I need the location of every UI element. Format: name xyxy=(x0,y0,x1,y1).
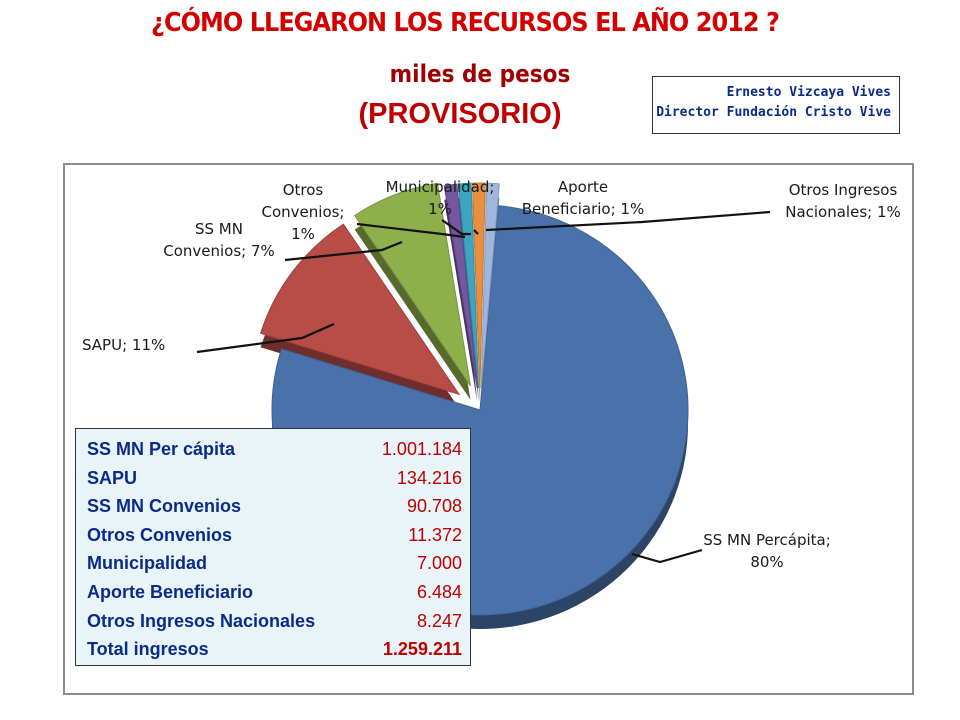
row-name: SS MN Convenios xyxy=(87,496,242,517)
slice-label: SS MN Convenios; 7% xyxy=(163,220,275,260)
leader-line xyxy=(441,219,471,236)
pie-slice xyxy=(480,182,500,389)
row-name: Otros Ingresos Nacionales xyxy=(87,610,316,631)
row-value: 8.247 xyxy=(416,610,462,631)
row-name: Municipalidad xyxy=(87,553,208,574)
units-subtitle: miles de pesos xyxy=(389,60,571,88)
slice-label-line: Otros xyxy=(283,181,324,199)
income-table: SS MN Per cápita 1.001.184 SAPU 134.216 SS M… xyxy=(75,428,471,666)
leader-line xyxy=(473,229,479,235)
slice-label-line: 1% xyxy=(428,200,452,218)
slice-label: SAPU; 11% xyxy=(82,336,165,354)
row-name: Otros Convenios xyxy=(87,524,233,545)
author-box: Ernesto Vizcaya Vives Director Fundación… xyxy=(652,76,900,134)
leader-line xyxy=(485,210,771,232)
row-value: 90.708 xyxy=(406,496,462,517)
pie-slice xyxy=(260,223,461,396)
provisional-label: (PROVISORIO) xyxy=(358,98,562,130)
row-value: 1.259.211 xyxy=(382,639,462,660)
row-name: Aporte Beneficiario xyxy=(87,581,254,602)
table-row: SS MN Per cápita 1.001.184 xyxy=(87,435,462,464)
row-value: 11.372 xyxy=(408,524,462,545)
slice-label: Otros Convenios; 1% xyxy=(262,181,345,243)
pie-slice-side xyxy=(444,198,478,403)
row-value: 7.000 xyxy=(416,553,462,574)
slice-label-line: 80% xyxy=(750,553,783,571)
row-name: SS MN Per cápita xyxy=(87,439,236,459)
slice-label-line: Otros Ingresos xyxy=(789,181,898,199)
table-row: Otros Ingresos Nacionales 8.247 xyxy=(87,607,462,636)
pie-slice xyxy=(471,182,486,389)
row-value: 1.001.184 xyxy=(381,439,462,459)
slice-label-line: Convenios; 7% xyxy=(163,242,275,260)
slice-label-line: SS MN Percápita; xyxy=(703,531,831,549)
slice-label: Aporte Beneficiario; 1% xyxy=(522,178,644,218)
page-title: ¿CÓMO LLEGARON LOS RECURSOS EL AÑO 2012 … xyxy=(150,8,780,38)
author-role: Director Fundación Cristo Vive xyxy=(656,105,891,120)
row-name: Total ingresos xyxy=(87,639,209,660)
table-row: Aporte Beneficiario 6.484 xyxy=(87,578,462,607)
row-name: SAPU xyxy=(87,467,138,488)
leader-line xyxy=(631,548,703,564)
row-value: 134.216 xyxy=(396,467,462,488)
slice-label: Municipalidad; 1% xyxy=(386,178,495,218)
table-row: SAPU 134.216 xyxy=(87,464,462,493)
author-name: Ernesto Vizcaya Vives xyxy=(726,85,891,100)
row-value: 6.484 xyxy=(416,581,462,602)
slice-label: Otros Ingresos Nacionales; 1% xyxy=(785,181,901,221)
slice-label-line: Convenios; xyxy=(262,203,345,221)
slice-label-line: SAPU; 11% xyxy=(82,336,165,354)
slice-label-line: Aporte xyxy=(558,178,608,196)
leader-line xyxy=(284,240,403,262)
table-row: Municipalidad 7.000 xyxy=(87,549,462,578)
slice-label-line: 1% xyxy=(291,225,315,243)
slice-label-line: SS MN xyxy=(195,220,243,238)
slice-label: SS MN Percápita; 80% xyxy=(703,531,831,571)
slice-label-line: Nacionales; 1% xyxy=(785,203,901,221)
table-row: Otros Convenios 11.372 xyxy=(87,521,462,550)
slice-label-line: Beneficiario; 1% xyxy=(522,200,644,218)
slice-label-line: Municipalidad; xyxy=(386,178,495,196)
table-total-row: Total ingresos 1.259.211 xyxy=(87,635,462,664)
table-row: SS MN Convenios 90.708 xyxy=(87,492,462,521)
leader-line xyxy=(196,322,335,354)
leader-line xyxy=(356,222,466,239)
